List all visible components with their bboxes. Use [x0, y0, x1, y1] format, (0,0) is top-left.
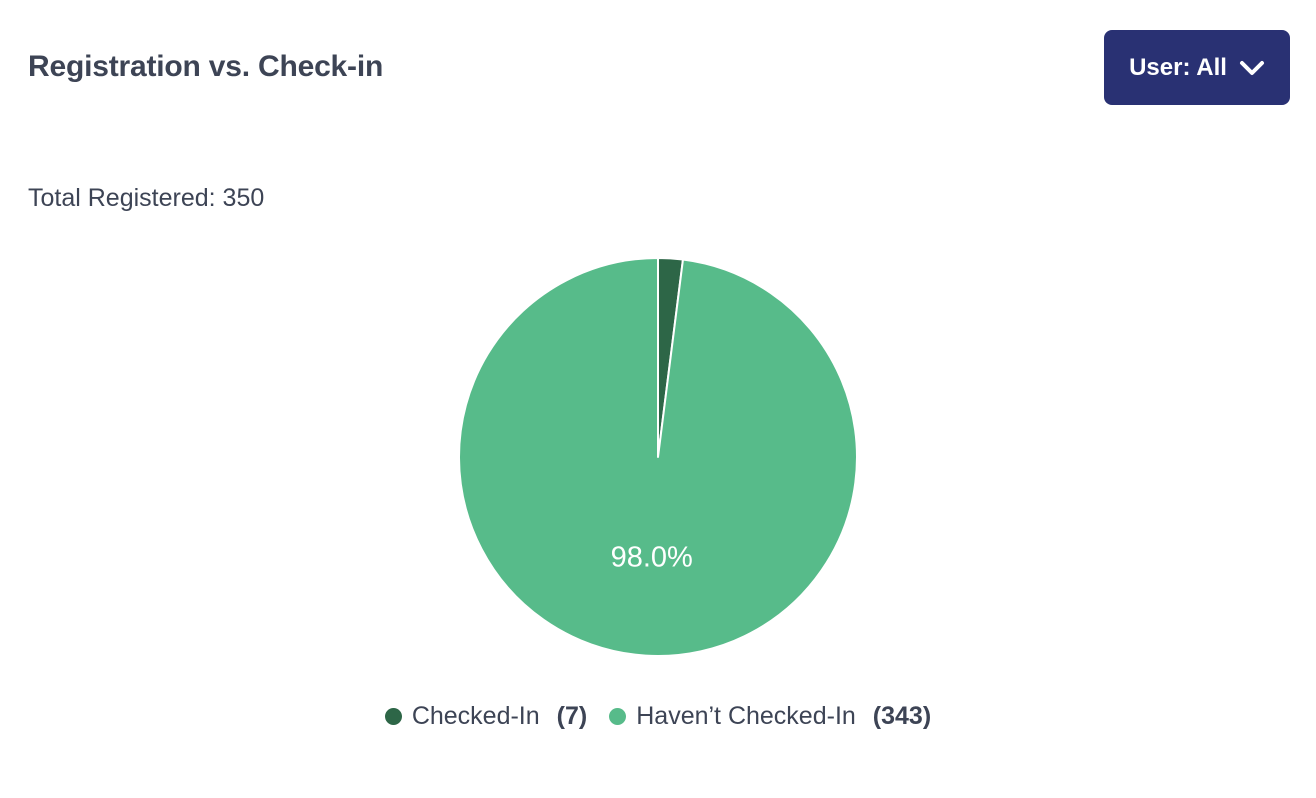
- legend-label: Checked-In: [411, 702, 540, 730]
- legend-item-checked-in[interactable]: Checked-In (7): [384, 702, 588, 731]
- legend-count: (343): [872, 702, 932, 730]
- total-registered: Total Registered: 350: [28, 184, 265, 212]
- legend-dot-havent-checked-in: [609, 708, 627, 725]
- chevron-down-icon: [1239, 60, 1264, 75]
- legend-label: Haven’t Checked-In: [636, 702, 856, 730]
- chart-legend: Checked-In (7) Haven’t Checked-In (343): [0, 702, 1316, 731]
- legend-dot-checked-in: [384, 708, 402, 725]
- legend-count: (7): [556, 702, 588, 730]
- pie-chart[interactable]: 98.0%: [448, 247, 868, 667]
- legend-item-havent-checked-in[interactable]: Haven’t Checked-In (343): [609, 702, 931, 731]
- page-title: Registration vs. Check-in: [28, 50, 384, 83]
- pie-percent-label: 98.0%: [611, 541, 693, 573]
- user-filter-dropdown[interactable]: User: All: [1104, 30, 1290, 105]
- user-filter-label: User: All: [1129, 53, 1227, 81]
- pie-slice-haven-t-checked-in[interactable]: [458, 257, 858, 657]
